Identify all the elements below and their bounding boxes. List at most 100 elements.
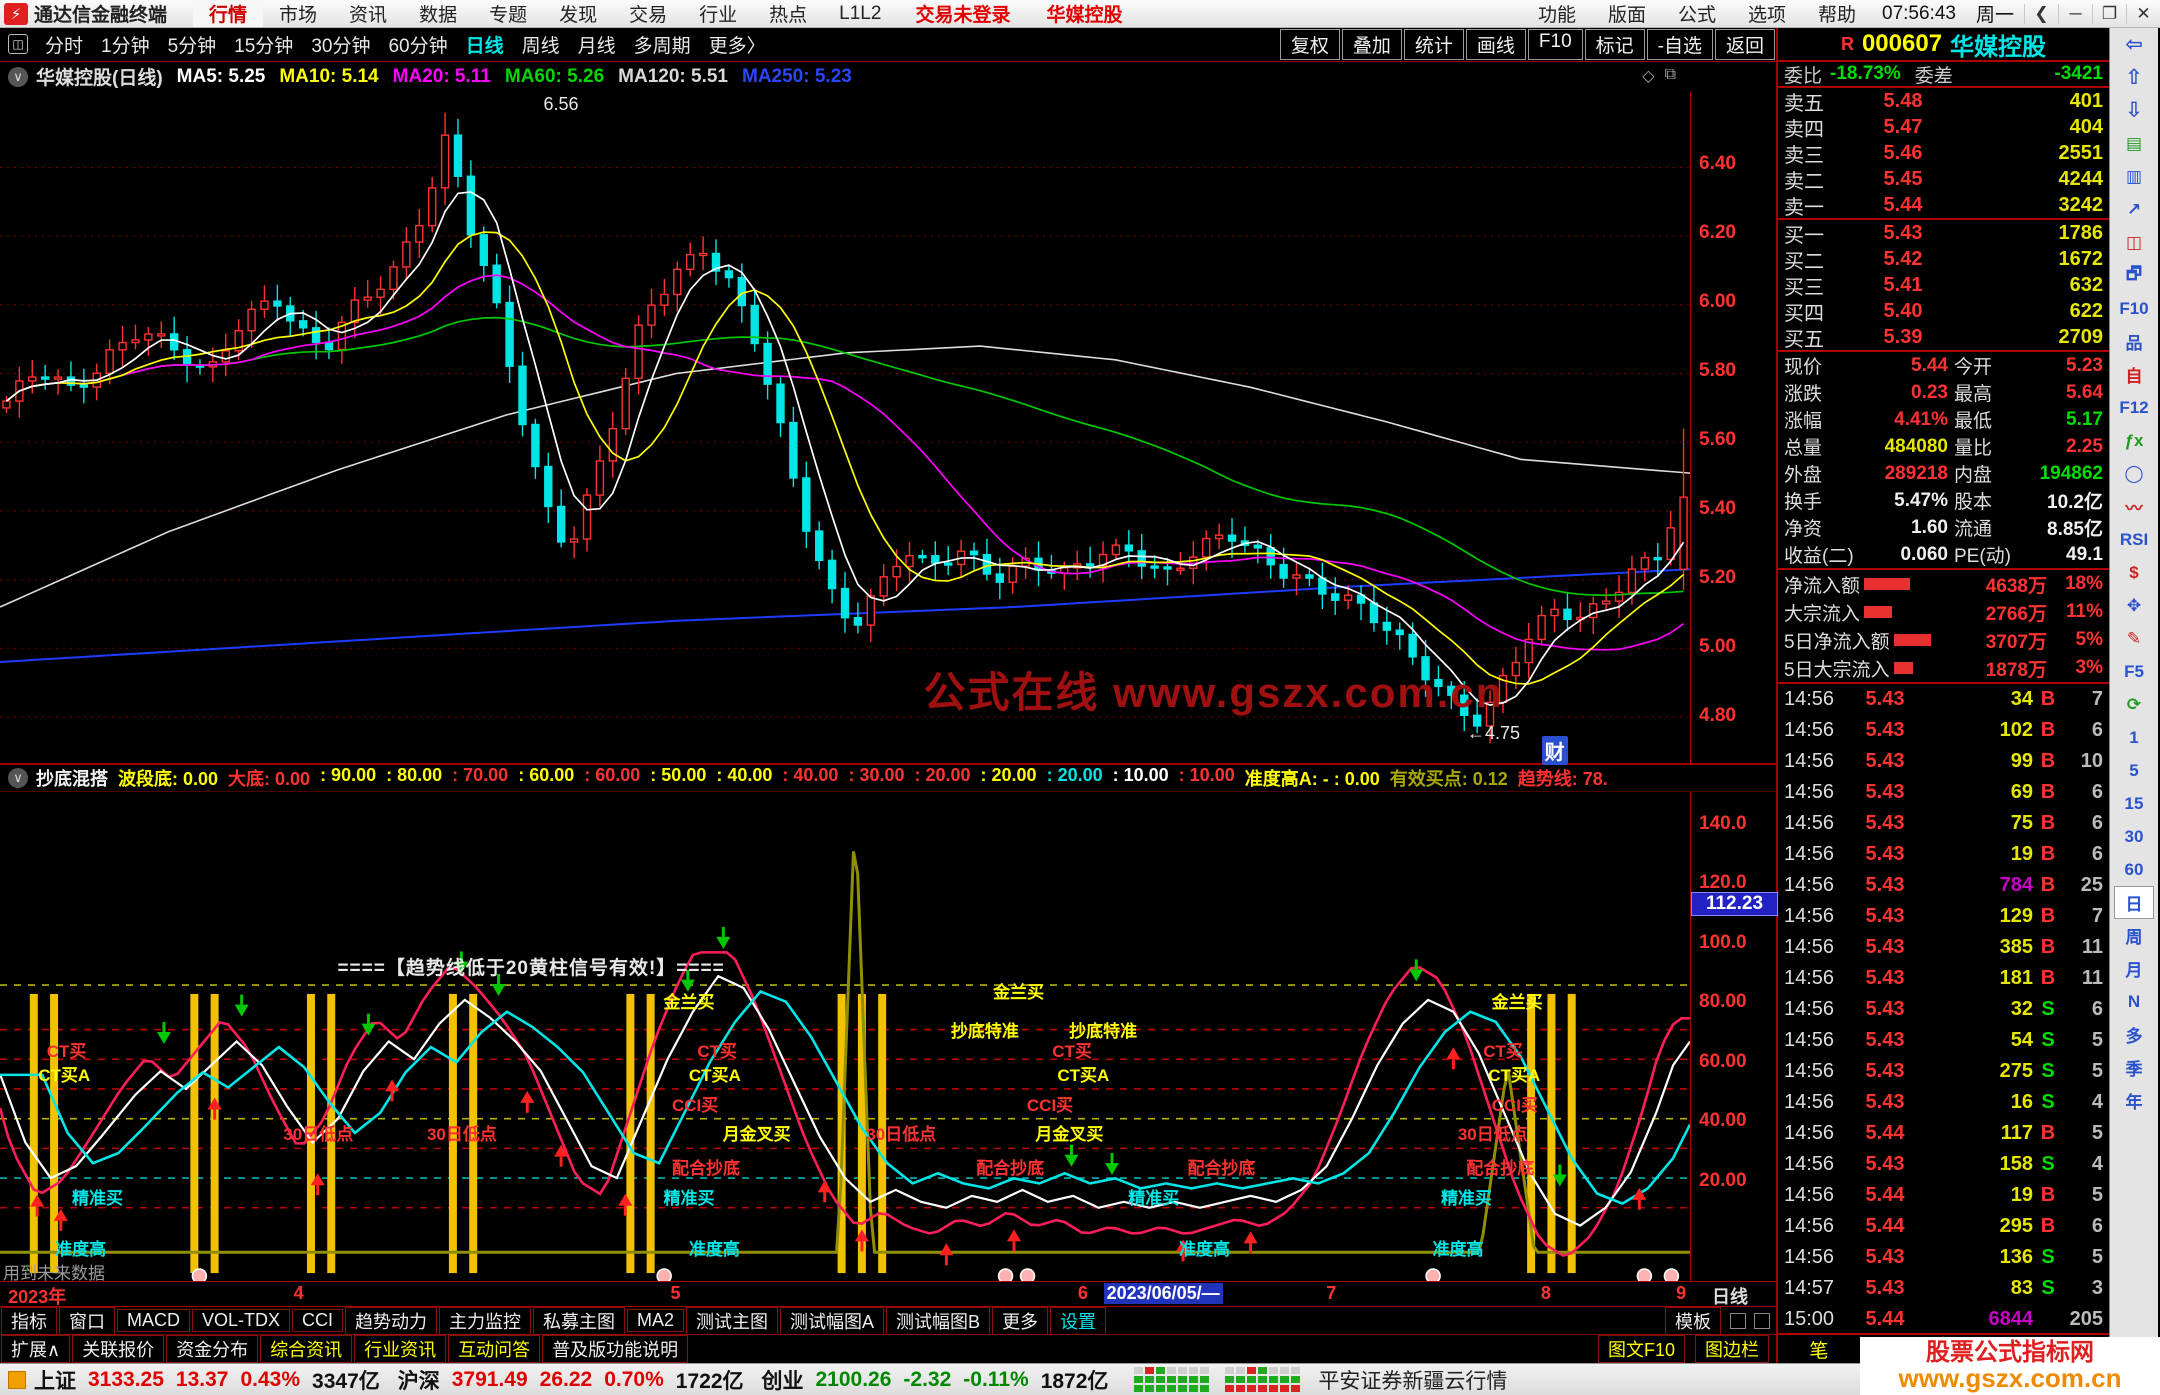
- tick-row[interactable]: 14:56 5.43 32 S 6: [1778, 994, 2109, 1025]
- quote-level-row[interactable]: 买三 5.41 632: [1778, 272, 2109, 299]
- period-year[interactable]: 年: [2125, 1093, 2143, 1112]
- timeline[interactable]: 日线 2023年 4 5 6 2023/06/05/— 7 8 9: [0, 1281, 1776, 1307]
- circle-icon[interactable]: ◯: [2124, 463, 2144, 483]
- menu-行情[interactable]: 行情: [193, 0, 264, 27]
- index-quote[interactable]: 创业 2100.26 -2.32 -0.11% 1872亿: [762, 1365, 1109, 1395]
- restore-icon[interactable]: ❐: [2092, 3, 2126, 24]
- toolbar-F10[interactable]: F10: [1527, 28, 1583, 60]
- tab-指标[interactable]: 指标: [1, 1306, 57, 1335]
- tick-row[interactable]: 14:56 5.43 69 B 6: [1778, 777, 2109, 808]
- line-chart-icon[interactable]: ↗: [2126, 199, 2142, 219]
- tick-row[interactable]: 14:56 5.44 117 B 5: [1778, 1118, 2109, 1149]
- menu-资讯[interactable]: 资讯: [349, 5, 388, 26]
- tick-row[interactable]: 14:56 5.43 136 S 5: [1778, 1242, 2109, 1273]
- period-60[interactable]: 60: [2124, 859, 2144, 879]
- formula-icon[interactable]: ƒx: [2124, 430, 2144, 450]
- quote-level-row[interactable]: 卖一 5.44 3242: [1778, 192, 2109, 219]
- menu-帮助[interactable]: 帮助: [1818, 5, 1857, 26]
- trade-login-status[interactable]: 交易未登录: [915, 5, 1011, 26]
- tick-row[interactable]: 14:56 5.43 54 S 5: [1778, 1025, 2109, 1056]
- menu-热点[interactable]: 热点: [769, 5, 808, 26]
- quote-level-row[interactable]: 买一 5.43 1786: [1778, 220, 2109, 247]
- period-1分钟[interactable]: 1分钟: [101, 35, 150, 57]
- period-5[interactable]: 5: [2129, 760, 2139, 780]
- quote-level-row[interactable]: 卖三 5.46 2551: [1778, 140, 2109, 167]
- tick-row[interactable]: 14:56 5.43 275 S 5: [1778, 1056, 2109, 1087]
- tab-设置[interactable]: 设置: [1050, 1306, 1107, 1335]
- tab-测试幅图A[interactable]: 测试幅图A: [780, 1306, 885, 1335]
- timeline-8[interactable]: 8: [1540, 1283, 1551, 1304]
- toolbar-统计[interactable]: 统计: [1403, 28, 1464, 60]
- menu-公式[interactable]: 公式: [1677, 5, 1716, 26]
- timeline-2023/06/05/—[interactable]: 2023/06/05/—: [1103, 1283, 1223, 1305]
- tick-row[interactable]: 14:57 5.43 83 S 3: [1778, 1273, 2109, 1304]
- tick-row[interactable]: 14:56 5.43 102 B 6: [1778, 715, 2109, 746]
- tick-row[interactable]: 14:56 5.43 75 B 6: [1778, 808, 2109, 839]
- timeline-9[interactable]: 9: [1676, 1283, 1687, 1304]
- toolbar-复权[interactable]: 复权: [1279, 28, 1340, 60]
- indicator-chart[interactable]: ====【趋势线低于20黄柱信号有效!】==== 金兰买 金兰买 金兰买 抄底特准 抄底…: [0, 791, 1778, 1283]
- tab-MACD[interactable]: MACD: [117, 1309, 190, 1333]
- period-30分钟[interactable]: 30分钟: [311, 35, 371, 57]
- menu-数据[interactable]: 数据: [419, 5, 458, 26]
- period-day[interactable]: 日: [2114, 886, 2154, 919]
- period-分时[interactable]: 分时: [45, 35, 84, 57]
- close-icon[interactable]: ✕: [2126, 3, 2160, 24]
- tick-row[interactable]: 14:56 5.43 19 B 6: [1778, 839, 2109, 870]
- menu-L1L2[interactable]: L1L2: [839, 2, 882, 24]
- timeline-5[interactable]: 5: [670, 1283, 681, 1304]
- menu-交易[interactable]: 交易: [629, 5, 668, 26]
- timeline-7[interactable]: 7: [1326, 1283, 1337, 1304]
- money-icon[interactable]: $: [2129, 562, 2139, 582]
- tick-list[interactable]: 14:56 5.43 34 B 7 14:56 5.43 102 B 6 14:56 5.43 99 B 1…: [1778, 684, 2109, 1333]
- pages-icon[interactable]: 🗗: [2126, 264, 2142, 283]
- tab-互动问答[interactable]: 互动问答: [448, 1335, 541, 1364]
- tab-测试主图[interactable]: 测试主图: [686, 1306, 779, 1335]
- menu-市场[interactable]: 市场: [279, 5, 318, 26]
- period-quarter[interactable]: 季: [2125, 1060, 2143, 1079]
- market-icon[interactable]: [8, 1370, 26, 1389]
- tick-row[interactable]: 14:56 5.43 99 B 10: [1778, 746, 2109, 777]
- quote-level-row[interactable]: 买五 5.39 2709: [1778, 324, 2109, 351]
- quote-level-row[interactable]: 卖五 5.48 401: [1778, 88, 2109, 115]
- period-15分钟[interactable]: 15分钟: [234, 35, 294, 57]
- period-60分钟[interactable]: 60分钟: [388, 35, 448, 57]
- mini-toggle-icon[interactable]: [1730, 1312, 1746, 1329]
- period-15[interactable]: 15: [2124, 793, 2144, 813]
- period-multi[interactable]: 多: [2125, 1027, 2143, 1046]
- tab-私募主图[interactable]: 私募主图: [533, 1306, 626, 1335]
- quote-grid-icon[interactable]: ▥: [2125, 166, 2143, 186]
- tab-VOL-TDX[interactable]: VOL-TDX: [192, 1309, 291, 1333]
- quote-level-row[interactable]: 买四 5.40 622: [1778, 298, 2109, 325]
- tab-窗口[interactable]: 窗口: [59, 1306, 115, 1335]
- tick-row[interactable]: 15:00 5.44 6844 205: [1778, 1304, 2109, 1333]
- menu-行业[interactable]: 行业: [699, 5, 738, 26]
- layout-icon[interactable]: ◫: [8, 34, 28, 55]
- wave-icon[interactable]: 〰: [2125, 499, 2143, 518]
- tab-更多[interactable]: 更多: [992, 1306, 1049, 1335]
- f5-icon[interactable]: F5: [2124, 661, 2144, 681]
- f10-icon[interactable]: F10: [2119, 298, 2149, 318]
- up-icon[interactable]: ⇧: [2125, 66, 2143, 89]
- quote-level-row[interactable]: 卖二 5.45 4244: [1778, 166, 2109, 193]
- menu-发现[interactable]: 发现: [559, 5, 598, 26]
- tab-CCI[interactable]: CCI: [292, 1309, 344, 1333]
- minimize-icon[interactable]: ─: [2058, 3, 2092, 24]
- period-日线[interactable]: 日线: [465, 35, 504, 57]
- tab-扩展∧[interactable]: 扩展∧: [1, 1335, 71, 1364]
- index-quote[interactable]: 上证 3133.25 13.37 0.43% 3347亿: [34, 1365, 380, 1395]
- quote-level-row[interactable]: 卖四 5.47 404: [1778, 114, 2109, 141]
- footer-tab-笔[interactable]: 笔: [1778, 1335, 1861, 1363]
- toolbar--自选[interactable]: -自选: [1646, 28, 1713, 60]
- period-周线[interactable]: 周线: [521, 35, 560, 57]
- tick-row[interactable]: 14:56 5.43 181 B 11: [1778, 963, 2109, 994]
- back-icon[interactable]: ⇦: [2125, 33, 2143, 56]
- tick-row[interactable]: 14:56 5.43 34 B 7: [1778, 684, 2109, 715]
- indicator-name[interactable]: 抄底混搭: [36, 768, 108, 789]
- tab-图边栏[interactable]: 图边栏: [1695, 1335, 1769, 1364]
- tab-主力监控[interactable]: 主力监控: [439, 1306, 532, 1335]
- main-candle-chart[interactable]: 6.40 6.20 6.00 5.80 5.60 5.40 5.20 5.00 4.80 公式在…: [0, 91, 1776, 766]
- period-week[interactable]: 周: [2125, 928, 2143, 947]
- tab-趋势动力[interactable]: 趋势动力: [345, 1306, 438, 1335]
- tick-row[interactable]: 14:56 5.44 295 B 6: [1778, 1211, 2109, 1242]
